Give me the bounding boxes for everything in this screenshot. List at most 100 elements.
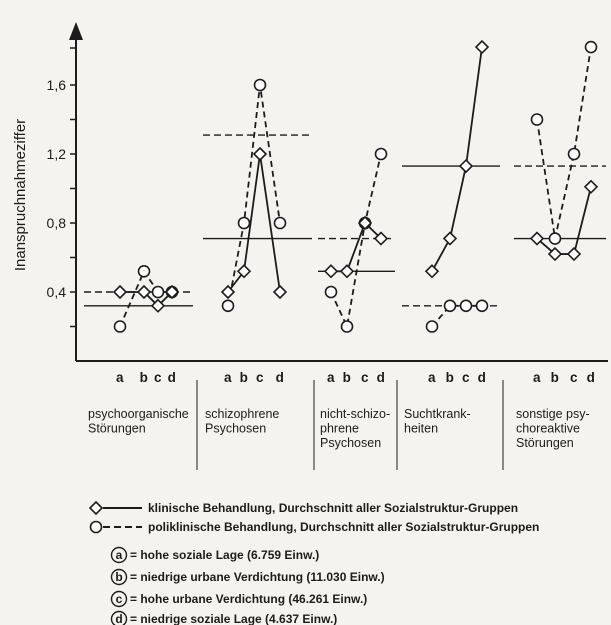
poliklinisch-series-line — [330, 153, 382, 330]
poliklinisch-point — [273, 216, 287, 230]
group-4: a b c d Suchtkrank-heiten — [402, 39, 500, 436]
group-label: Suchtkrank- — [404, 407, 471, 421]
legend-circled-letter: c — [116, 592, 123, 606]
poliklinisch-point — [584, 40, 598, 54]
legend-circled-letter-ring — [110, 610, 128, 625]
poliklinisch-series-line — [227, 84, 281, 306]
legend-circled-letter-ring — [110, 546, 128, 564]
point-label-a: a — [533, 370, 541, 385]
klinisch-point — [339, 264, 355, 279]
y-tick-label: 0,4 — [47, 284, 67, 300]
point-label-d: d — [276, 370, 285, 385]
group-label: choreaktive — [516, 422, 580, 436]
klinisch-series-line — [431, 46, 483, 272]
klinisch-series-line — [331, 221, 382, 273]
point-label-b: b — [343, 370, 352, 385]
legend-circled-letter-ring — [110, 568, 128, 586]
group-label: Störungen — [88, 422, 146, 436]
point-label-a: a — [428, 370, 436, 385]
point-label-b: b — [446, 370, 455, 385]
legend-item-2: poliklinische Behandlung, Durchschnitt a… — [89, 520, 539, 534]
point-label-c: c — [361, 370, 369, 385]
axes: 0,4 0,8 1,2 1,6 Inanspruchnahmeziffer — [12, 22, 608, 470]
poliklinisch-point — [253, 78, 267, 92]
legend-circle-marker — [89, 520, 103, 534]
klinisch-series-line — [120, 291, 173, 308]
klinisch-point — [323, 264, 339, 279]
legend-text: = hohe soziale Lage (6.759 Einw.) — [130, 548, 319, 562]
point-label-d: d — [377, 370, 386, 385]
poliklinisch-point — [137, 264, 151, 278]
klinisch-point — [236, 264, 252, 279]
legend-item-3: a = hohe soziale Lage (6.759 Einw.) — [110, 546, 319, 564]
group-label: phrene — [320, 422, 359, 436]
y-axis-label: Inanspruchnahmeziffer — [12, 119, 29, 271]
point-label-a: a — [327, 370, 335, 385]
point-label-d: d — [478, 370, 487, 385]
poliklinisch-point — [475, 299, 489, 313]
legend-text: = hohe urbane Verdichtung (46.261 Einw.) — [130, 592, 367, 606]
point-label-a: a — [224, 370, 232, 385]
group-label: Psychosen — [205, 422, 266, 436]
poliklinisch-point — [443, 299, 457, 313]
poliklinisch-series-line — [431, 304, 482, 328]
klinisch-point — [424, 264, 440, 279]
poliklinisch-point — [113, 320, 127, 333]
poliklinisch-point — [340, 320, 354, 333]
klinisch-point — [220, 284, 236, 300]
point-label-c: c — [256, 370, 264, 385]
klinisch-point — [458, 158, 474, 174]
klinisch-point — [164, 284, 180, 300]
legend-item-1: klinische Behandlung, Durchschnitt aller… — [88, 500, 518, 516]
group-label: sonstige psy- — [516, 407, 590, 421]
group-label: psychoorganische — [88, 407, 189, 421]
poliklinisch-point — [425, 320, 439, 333]
klinisch-point — [272, 284, 288, 300]
group-label: heiten — [404, 422, 438, 436]
point-label-a: a — [116, 370, 124, 385]
klinisch-point — [373, 231, 389, 246]
point-label-b: b — [240, 370, 249, 385]
poliklinisch-point — [459, 299, 473, 313]
poliklinisch-point — [567, 147, 581, 161]
legend-circled-letter-ring — [110, 590, 128, 608]
point-label-c: c — [462, 370, 470, 385]
legend-text: klinische Behandlung, Durchschnitt aller… — [148, 501, 518, 515]
poliklinisch-point — [324, 285, 338, 299]
legend-text: = niedrige urbane Verdichtung (11.030 Ei… — [130, 570, 385, 584]
y-tick-label: 0,8 — [47, 215, 67, 231]
klinisch-point — [136, 284, 152, 300]
klinisch-series-line — [536, 186, 592, 255]
point-label-d: d — [587, 370, 596, 385]
klinisch-point — [583, 179, 599, 194]
legend-circled-letter: a — [116, 548, 123, 562]
poliklinisch-point — [530, 113, 544, 126]
point-label-b: b — [551, 370, 560, 385]
klinisch-series-line — [227, 153, 281, 293]
y-axis-arrow — [69, 22, 83, 40]
group-label: Störungen — [516, 436, 574, 450]
group-label: nicht-schizo- — [320, 407, 390, 421]
legend: klinische Behandlung, Durchschnitt aller… — [88, 500, 539, 625]
poliklinisch-point — [151, 285, 165, 299]
legend-text: = niedrige soziale Lage (4.637 Einw.) — [130, 612, 337, 625]
klinisch-point — [474, 39, 490, 55]
legend-diamond-marker — [88, 500, 104, 516]
klinisch-point — [547, 246, 563, 262]
point-label-c: c — [154, 370, 162, 385]
point-label-b: b — [140, 370, 149, 385]
legend-item-4: b = niedrige urbane Verdichtung (11.030 E… — [110, 568, 385, 586]
klinisch-point — [566, 246, 582, 262]
y-tick-label: 1,6 — [47, 77, 67, 93]
klinisch-point — [442, 231, 458, 246]
klinisch-point — [357, 215, 373, 231]
poliklinisch-point — [374, 147, 388, 161]
legend-item-6: d = niedrige soziale Lage (4.637 Einw.) — [110, 610, 337, 625]
group-label: Psychosen — [320, 436, 381, 450]
